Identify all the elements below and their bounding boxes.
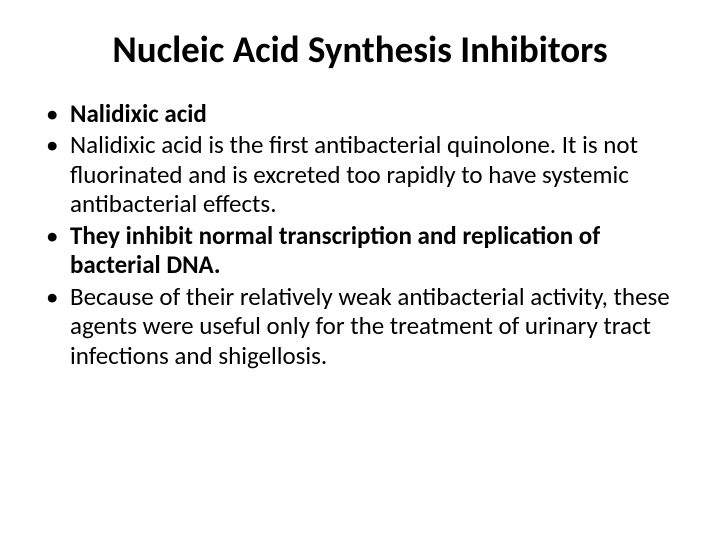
bullet-item: Nalidixic acid (42, 99, 678, 129)
bullet-item: They inhibit normal transcription and re… (42, 221, 678, 280)
bullet-list: Nalidixic acidNalidixic acid is the firs… (42, 99, 678, 371)
bullet-text: Nalidixic acid (70, 98, 207, 129)
bullet-text: Because of their relatively weak antibac… (70, 281, 670, 371)
bullet-item: Because of their relatively weak antibac… (42, 282, 678, 371)
bullet-item: Nalidixic acid is the first antibacteria… (42, 130, 678, 219)
slide-title: Nucleic Acid Synthesis Inhibitors (42, 30, 678, 71)
slide: Nucleic Acid Synthesis Inhibitors Nalidi… (0, 0, 720, 540)
bullet-text: They inhibit normal transcription and re… (70, 220, 600, 281)
bullet-text: Nalidixic acid is the first antibacteria… (70, 129, 638, 219)
